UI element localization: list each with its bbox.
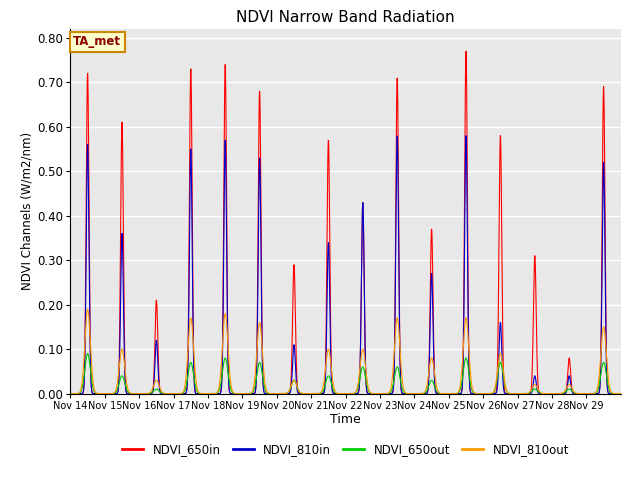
Title: NDVI Narrow Band Radiation: NDVI Narrow Band Radiation: [236, 10, 455, 25]
X-axis label: Time: Time: [330, 413, 361, 426]
Y-axis label: NDVI Channels (W/m2/nm): NDVI Channels (W/m2/nm): [20, 132, 33, 290]
Text: TA_met: TA_met: [73, 35, 121, 48]
Legend: NDVI_650in, NDVI_810in, NDVI_650out, NDVI_810out: NDVI_650in, NDVI_810in, NDVI_650out, NDV…: [117, 438, 574, 461]
